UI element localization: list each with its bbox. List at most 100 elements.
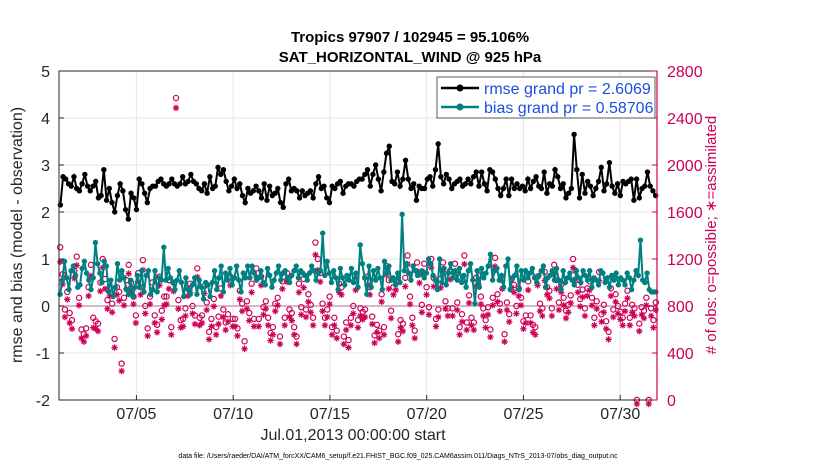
bias-point [267, 272, 273, 279]
rmse-point [351, 183, 357, 189]
obs-possible-marker [288, 309, 296, 317]
bias-point [536, 272, 542, 279]
rmse-point [220, 167, 227, 173]
bias-point [615, 282, 622, 288]
legend-bias-marker [456, 103, 464, 111]
bias-point [494, 265, 500, 272]
obs-assimilated-stroke [400, 328, 406, 334]
obs-assimilated-marker [231, 323, 239, 330]
obs-assimilated-marker [61, 313, 69, 321]
bias-point [381, 258, 388, 265]
obs-possible-marker [610, 306, 617, 313]
obs-assimilated-marker [628, 309, 636, 316]
rmse-point [557, 185, 564, 192]
obs-assimilated-stroke [274, 302, 281, 308]
obs-assimilated-marker [565, 309, 572, 316]
obs-assimilated-marker [376, 335, 383, 342]
obs-assimilated-stroke [180, 323, 186, 330]
rmse-point [266, 183, 273, 189]
obs-assimilated-marker [588, 302, 596, 309]
rmse-point [405, 176, 411, 182]
obs-assimilated-marker [645, 400, 652, 408]
bias-point [653, 289, 659, 295]
obs-possible-marker [420, 260, 428, 267]
obs-assimilated-marker [347, 322, 355, 329]
obs-assimilated-marker [617, 316, 624, 323]
bias-point [150, 286, 156, 293]
rmse-point [141, 190, 148, 196]
obs-possible-marker [281, 314, 288, 321]
rmse-point [372, 162, 379, 168]
rmse-point [587, 183, 594, 189]
bias-point [233, 263, 240, 269]
obs-assimilated-marker [217, 292, 225, 300]
x-tick-label: 07/20 [407, 406, 447, 423]
obs-possible-marker [345, 336, 352, 344]
bias-point [542, 284, 549, 290]
obs-assimilated-marker [82, 332, 90, 340]
bias-point [174, 277, 180, 283]
obs-assimilated-stroke [641, 315, 647, 321]
rmse-point [177, 181, 183, 187]
obs-assimilated-stroke [603, 326, 609, 332]
obs-assimilated-marker [179, 323, 187, 330]
obs-assimilated-marker [593, 305, 600, 313]
obs-assimilated-marker [328, 331, 336, 338]
obs-possible-marker [621, 300, 629, 307]
obs-assimilated-marker [546, 295, 553, 302]
bias-point [553, 265, 560, 272]
bias-point [282, 268, 288, 274]
obs-assimilated-marker [248, 289, 255, 296]
rmse-point [114, 192, 121, 199]
bias-point [68, 268, 74, 274]
bias-point [251, 270, 257, 276]
obs-assimilated-stroke [518, 302, 524, 308]
obs-assimilated-stroke [622, 308, 628, 314]
obs-possible-marker [120, 294, 128, 301]
obs-assimilated-marker [591, 322, 598, 329]
rmse-point [430, 183, 436, 189]
obs-assimilated-marker [567, 299, 574, 307]
legend: rmse grand pr = 2.6069 bias grand pr = 0… [436, 76, 656, 119]
rmse-point [470, 174, 477, 180]
rmse-point [144, 199, 151, 206]
obs-assimilated-marker [295, 289, 303, 296]
bias-point [425, 256, 432, 262]
rmse-point [299, 188, 305, 194]
obs-assimilated-stroke [610, 314, 616, 320]
y-tick-label-right: 2000 [667, 158, 703, 175]
obs-assimilated-marker [468, 322, 475, 329]
y-axis-label-right: # of obs: o=possible; ∗=assimilated [703, 116, 720, 355]
obs-assimilated-stroke [291, 332, 297, 338]
obs-assimilated-marker [487, 333, 494, 341]
obs-assimilated-stroke [575, 289, 581, 296]
obs-assimilated-stroke [435, 314, 442, 320]
bias-point [143, 272, 149, 279]
bias-point [269, 284, 275, 290]
obs-assimilated-stroke [482, 324, 489, 331]
obs-assimilated-stroke [147, 301, 153, 307]
bias-point [406, 270, 412, 276]
rmse-point [400, 176, 406, 182]
obs-possible-marker [361, 306, 369, 313]
obs-possible-marker [172, 94, 180, 102]
obs-possible-marker [413, 259, 421, 266]
rmse-point [185, 178, 191, 185]
obs-assimilated-stroke [402, 283, 408, 290]
bias-point [88, 286, 94, 293]
obs-assimilated-marker [610, 313, 617, 321]
y-tick-label-right: 1200 [667, 252, 703, 269]
obs-assimilated-marker [274, 302, 281, 309]
rmse-point [340, 190, 346, 196]
obs-assimilated-marker [600, 309, 608, 316]
bias-point [558, 286, 564, 293]
rmse-point [277, 199, 284, 206]
bias-point [459, 279, 465, 286]
obs-assimilated-stroke [605, 336, 612, 343]
obs-assimilated-stroke [121, 302, 127, 308]
bias-point [209, 279, 216, 286]
obs-assimilated-marker [581, 312, 589, 320]
obs-possible-marker [477, 293, 485, 300]
obs-assimilated-stroke [204, 307, 210, 313]
